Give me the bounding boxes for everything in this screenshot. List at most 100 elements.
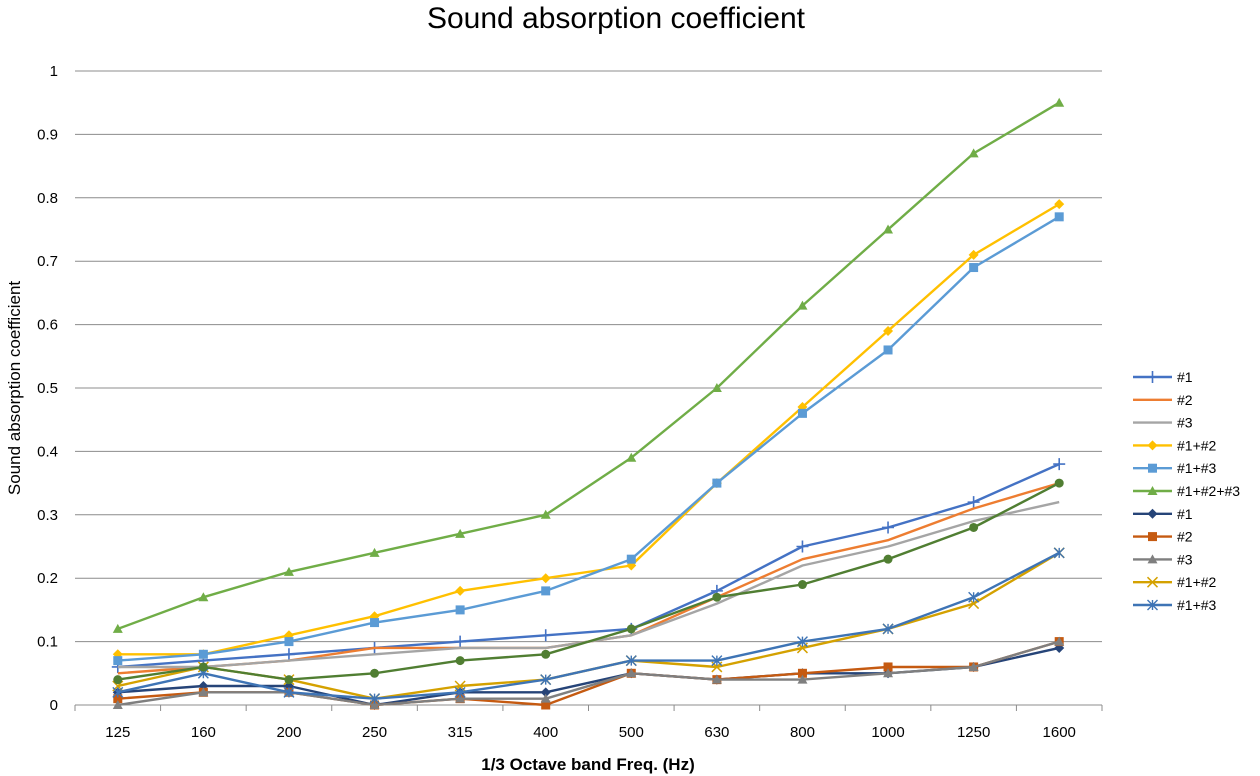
legend-entry: #2 (1133, 529, 1193, 545)
y-tick-label: 0.5 (37, 380, 58, 397)
marker (540, 509, 551, 519)
gridlines (75, 70, 1102, 643)
marker (541, 700, 551, 710)
marker (626, 554, 636, 564)
marker (1054, 97, 1065, 107)
marker (1147, 554, 1158, 564)
marker (1053, 547, 1065, 559)
marker (712, 478, 722, 488)
series-line (117, 640, 1060, 707)
legend-label: #1+#3 (1177, 460, 1217, 476)
legend-entry: #3 (1133, 415, 1193, 431)
marker (455, 693, 466, 703)
x-tick-label: 160 (191, 724, 216, 741)
marker (283, 686, 295, 698)
marker (284, 675, 294, 685)
legend-label: #1+#2 (1177, 574, 1217, 590)
legend-label: #3 (1177, 415, 1193, 431)
axes: 0 0.1 0.2 0.3 0.4 0.5 0.6 0.7 0.8 0.9 1 125 160 200 25… (37, 63, 1103, 741)
series-4 (112, 199, 1065, 660)
marker (797, 668, 807, 678)
marker (626, 668, 637, 678)
x-tick-label: 250 (362, 724, 387, 741)
y-tick-label: 0.3 (37, 507, 58, 524)
marker (1054, 199, 1065, 210)
marker (113, 675, 123, 685)
marker (113, 694, 123, 704)
marker (282, 648, 295, 661)
x-tick-label: 125 (105, 724, 130, 741)
marker (1054, 212, 1064, 222)
marker (967, 496, 980, 509)
x-tick-label: 1250 (957, 724, 990, 741)
series-line (117, 203, 1060, 656)
marker (882, 521, 895, 534)
marker (1147, 440, 1158, 451)
y-tick-label: 0.6 (37, 317, 58, 334)
legend-entry: #1+#2 (1133, 437, 1217, 453)
marker (883, 325, 894, 336)
y-tick-label: 0.1 (37, 634, 58, 651)
marker (883, 224, 894, 234)
marker (796, 636, 808, 648)
marker (711, 655, 723, 667)
x-axis-title: 1/3 Octave band Freq. (Hz) (481, 755, 695, 774)
marker (883, 662, 893, 672)
chart-title: Sound absorption coefficient (427, 2, 806, 35)
legend-entry: #1+#2+#3 (1133, 483, 1240, 499)
y-tick-label: 1 (50, 63, 58, 80)
y-tick-label: 0.4 (37, 443, 58, 460)
marker (968, 591, 980, 603)
marker (540, 573, 551, 584)
legend-entry: #1 (1133, 369, 1193, 385)
x-tick-label: 200 (276, 724, 301, 741)
marker (1053, 458, 1066, 471)
marker (1147, 508, 1158, 519)
series-line (117, 551, 1060, 700)
marker (797, 580, 807, 590)
x-tick-label: 400 (533, 724, 558, 741)
x-tick-label: 1000 (871, 724, 904, 741)
y-tick-label: 0.9 (37, 126, 58, 143)
marker (455, 528, 466, 538)
marker (455, 605, 465, 615)
marker (198, 592, 209, 602)
marker (540, 687, 551, 698)
marker (455, 585, 466, 596)
marker (284, 637, 294, 647)
legend-label: #1+#3 (1177, 597, 1217, 613)
legend-entry: #1+#2 (1133, 574, 1217, 590)
marker (1054, 636, 1065, 646)
marker (541, 586, 551, 596)
marker (1054, 478, 1064, 488)
marker (1146, 576, 1159, 588)
series-group (111, 97, 1066, 710)
x-tick-label: 315 (448, 724, 473, 741)
y-axis-title: Sound absorption coefficient (5, 281, 24, 496)
legend-label: #1 (1177, 369, 1193, 385)
marker (883, 554, 893, 564)
series-5 (113, 212, 1064, 666)
marker (370, 668, 380, 678)
marker (968, 249, 979, 260)
marker (112, 623, 123, 633)
marker (969, 522, 979, 532)
marker (540, 674, 552, 686)
marker (883, 345, 893, 355)
series-6 (112, 97, 1065, 633)
series-line (117, 101, 1060, 631)
series-line (117, 215, 1060, 662)
legend-entry: #2 (1133, 392, 1193, 408)
marker (1148, 532, 1157, 542)
y-tick-label: 0 (50, 697, 58, 714)
marker (968, 661, 979, 671)
marker (882, 623, 894, 635)
series-12 (113, 478, 1064, 685)
marker (198, 649, 208, 659)
marker (539, 629, 552, 642)
marker (283, 566, 294, 576)
marker (370, 618, 380, 628)
marker (1147, 486, 1158, 495)
